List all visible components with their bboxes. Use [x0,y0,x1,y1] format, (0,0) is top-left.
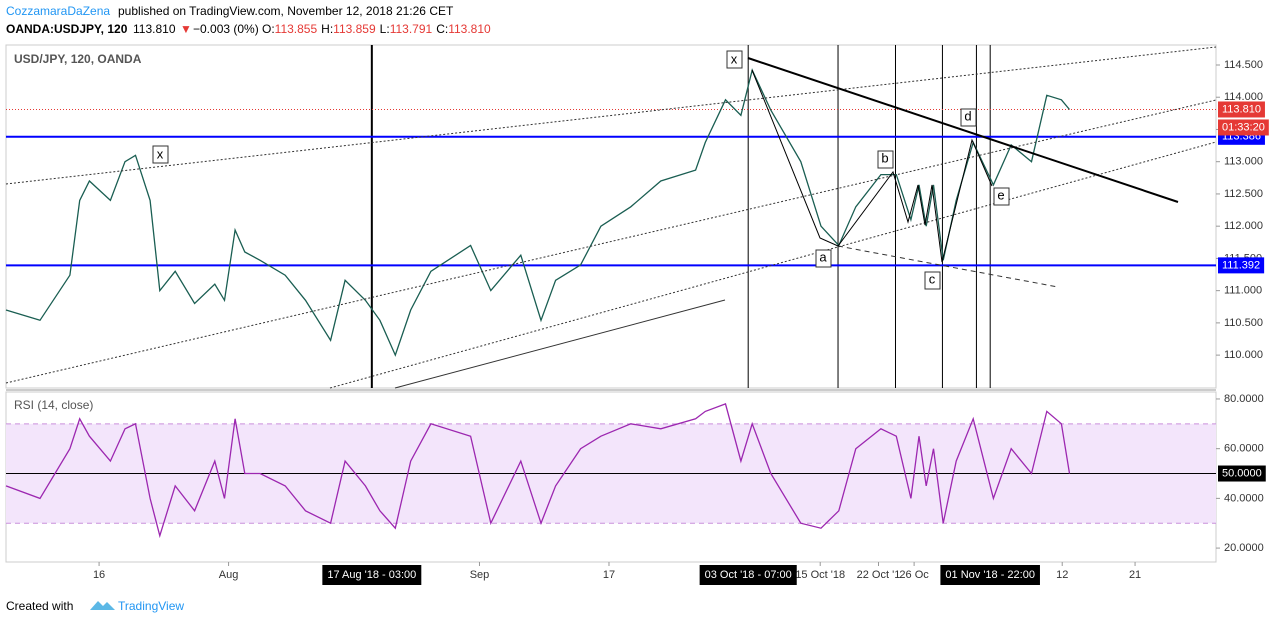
logo [90,601,115,610]
x-tick-label: 22 Oct '1 [857,569,901,581]
channel-line [329,141,1217,389]
wave-box [924,271,941,290]
y-tick-label: 60.0000 [1224,443,1264,455]
channel-line [5,99,1217,384]
last-price-label-bg [1218,101,1265,118]
y-tick-label: 80.0000 [1224,393,1264,405]
x-tick-label: 12 [1056,569,1068,581]
y-tick-label: 110.000 [1224,349,1263,361]
ohlc-value: 113.791 [390,22,433,36]
y-tick-label: 114.000 [1224,91,1263,103]
wave-label: b [881,150,888,165]
pane-title: USD/JPY, 120, OANDA [14,52,142,66]
wave-box [993,187,1010,206]
hline-label-bg [1218,257,1265,274]
channel-line [5,46,1217,185]
rsi-title: RSI (14, close) [14,398,93,412]
x-highlight-label: 03 Oct '18 - 07:00 [705,569,792,581]
wave-label: d [964,108,971,123]
drawings [5,46,1217,389]
x-tick-label: 26 Oc [899,569,929,581]
y-tick-label: 111.000 [1224,285,1262,297]
x-tick-label: 16 [93,569,105,581]
created-with: Created with [6,599,73,613]
last: 113.810 [133,22,176,36]
series-line [5,68,1070,357]
y-tick-label: 112.000 [1224,220,1263,232]
ohlc-label: C: [436,22,448,36]
ohlc-label: L: [380,22,390,36]
ohlc-label: H: [321,22,333,36]
author[interactable]: CozzamaraDaZena [6,4,110,18]
wave-box [152,145,169,164]
wave-box [726,50,743,69]
arrow [394,299,726,389]
x-tick-label: 21 [1129,569,1141,581]
wave-label: x [157,146,164,161]
x-highlight-bg [940,565,1040,585]
ohlc-value: 113.859 [333,22,376,36]
hline-label: 111.392 [1222,259,1260,271]
y-tick-label: 20.0000 [1224,542,1264,554]
symbol: OANDA:USDJPY, 120 [6,22,128,36]
wave-box [815,249,832,268]
change: −0.003 (0%) [193,22,259,36]
x-highlight-label: 01 Nov '18 - 22:00 [945,569,1035,581]
ohlc-value: 113.855 [275,22,318,36]
wave-path [751,69,993,263]
last-price-label: 113.810 [1222,103,1261,115]
trend-line [747,57,1179,203]
countdown-bg [1218,119,1269,136]
price-pane [5,44,1217,389]
x-tick-label: Aug [219,569,239,581]
midline-label: 50.0000 [1222,467,1262,479]
series-line [5,403,1071,539]
y-tick-label: 110.500 [1224,317,1263,329]
brand[interactable]: TradingView [118,599,184,613]
y-tick-label: 40.0000 [1224,492,1264,504]
wave-label: x [731,51,738,66]
y-tick-label: 114.500 [1224,59,1263,71]
wave-box [960,108,977,127]
ohlc-label: O: [262,22,275,36]
x-highlight-label: 17 Aug '18 - 03:00 [327,569,416,581]
x-tick-label: 15 Oct '18 [795,569,845,581]
direction: ▼ [180,22,192,36]
wave-labels: x x a b c d e [152,50,1010,290]
y-tick-label: 113.000 [1224,156,1263,168]
x-highlight-bg [322,565,422,585]
wave-label: c [929,271,936,286]
published: published on TradingView.com, November 1… [118,4,454,18]
countdown: 01:33:20 [1222,121,1265,133]
wave-label: a [819,249,827,264]
y-tick-label: 112.500 [1224,188,1263,200]
x-tick-label: 17 [603,569,615,581]
wave-box [877,150,894,169]
trend-line [837,245,1059,288]
x-highlight-bg [699,565,797,585]
midline-label-bg [1218,465,1266,482]
x-tick-label: Sep [470,569,490,581]
wave-label: e [997,187,1004,202]
ohlc-value: 113.810 [448,22,491,36]
